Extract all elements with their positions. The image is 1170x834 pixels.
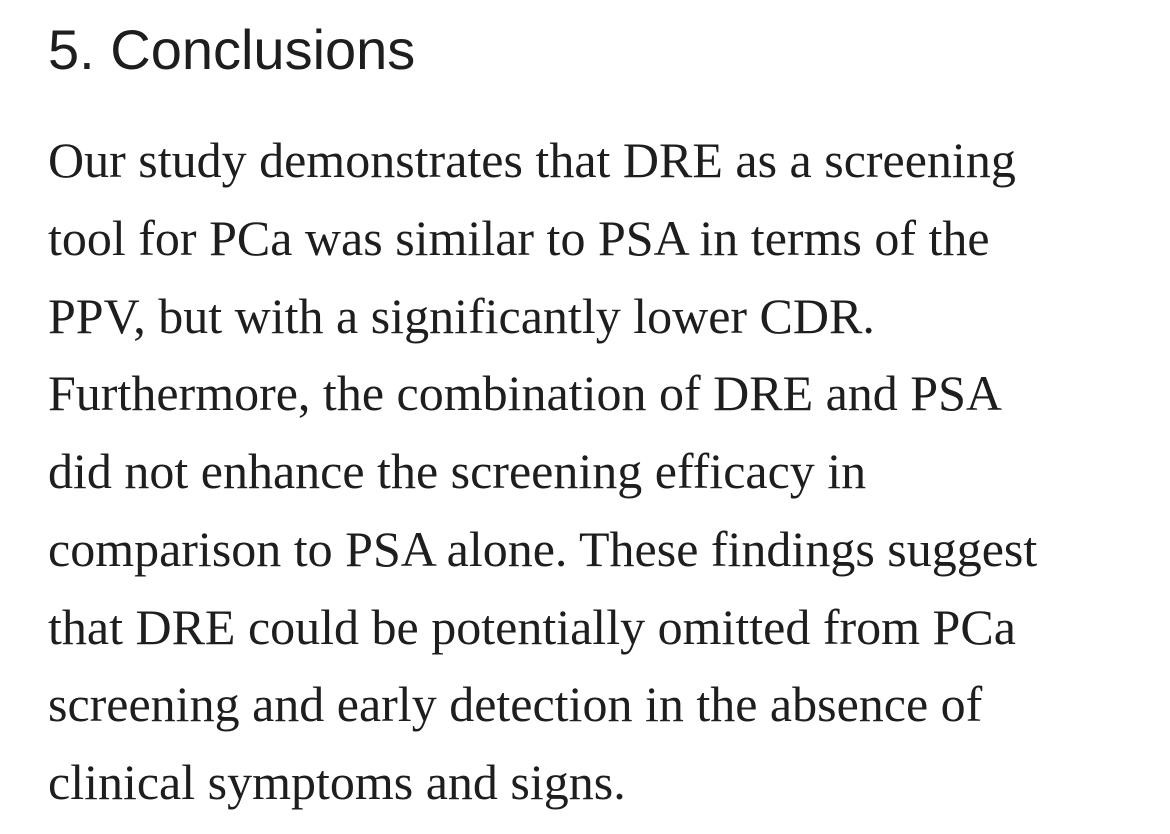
paragraph-line: did not enhance the screening efficacy i… [48, 443, 867, 499]
paragraph-line: Our study demonstrates that DRE as a scr… [48, 132, 1016, 188]
paragraph-line: tool for PCa was similar to PSA in terms… [48, 209, 990, 266]
paragraph-line: PPV, but with a significantly lower CDR. [48, 287, 875, 344]
paragraph-line: that DRE could be potentially omitted fr… [48, 598, 1016, 655]
paragraph-line: Furthermore, the combination of DRE and … [48, 365, 1003, 422]
paragraph-line: clinical symptoms and signs. [48, 754, 626, 810]
paragraph-line: comparison to PSA alone. These findings … [48, 520, 1038, 577]
section-heading: 5. Conclusions [48, 18, 416, 81]
paragraph-line: screening and early detection in the abs… [48, 676, 983, 733]
